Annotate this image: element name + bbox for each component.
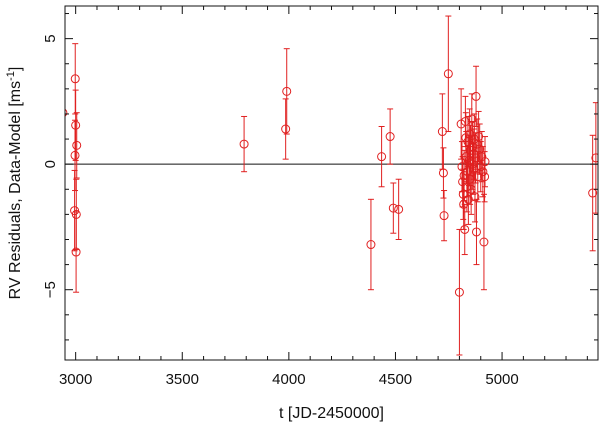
point-marker — [70, 74, 80, 84]
point-marker — [471, 91, 481, 101]
point-marker — [471, 227, 481, 237]
point-marker — [388, 203, 398, 213]
point-marker — [72, 140, 82, 150]
point-marker — [463, 194, 473, 204]
y-axis-title-end: ] — [7, 67, 24, 71]
data-point — [394, 178, 404, 240]
point-marker — [65, 108, 68, 117]
x-axis-title: t [JD-2450000] — [279, 405, 384, 422]
data-point — [471, 65, 481, 128]
point-marker — [394, 204, 404, 214]
data-point — [479, 193, 489, 291]
data-point — [460, 203, 470, 256]
point-marker — [282, 86, 292, 96]
point-marker — [377, 152, 387, 162]
y-axis-title: RV Residuals, Data-Model [ms-1] — [5, 67, 24, 300]
y-tick-label: 0 — [42, 160, 59, 168]
x-tick-label: 5000 — [485, 371, 518, 388]
point-marker — [480, 157, 490, 167]
axis-ticks: 3000 3500 4000 4500 5000 −5 0 5 — [42, 6, 598, 388]
data-point — [239, 115, 249, 173]
data-point — [438, 147, 448, 199]
x-tick-label: 4000 — [272, 371, 305, 388]
point-marker — [439, 211, 449, 221]
y-tick-label: 5 — [42, 34, 59, 42]
x-tick-label: 4500 — [379, 371, 412, 388]
point-marker — [443, 69, 453, 79]
data-point — [366, 198, 376, 291]
point-marker — [70, 150, 80, 160]
point-marker — [478, 167, 488, 177]
point-marker — [366, 240, 376, 250]
data-point — [480, 136, 490, 188]
data-point — [473, 151, 483, 203]
plot-frame — [64, 5, 599, 361]
point-marker — [71, 120, 81, 130]
point-marker — [281, 124, 291, 134]
point-marker — [588, 188, 598, 198]
point-marker — [438, 168, 448, 178]
y-axis-title-superscript: -1 — [5, 71, 17, 81]
data-point — [454, 228, 464, 356]
data-points — [65, 15, 598, 356]
data-point — [443, 15, 453, 133]
point-marker — [239, 139, 249, 149]
point-marker — [460, 224, 470, 234]
data-point — [71, 178, 81, 251]
data-point — [72, 112, 82, 179]
point-marker — [591, 153, 598, 163]
data-point — [281, 98, 291, 160]
data-point — [71, 89, 81, 161]
point-marker — [477, 152, 487, 162]
data-point — [385, 108, 395, 165]
point-marker — [479, 237, 489, 247]
y-tick-label: −5 — [42, 281, 59, 298]
data-point — [377, 126, 387, 188]
point-marker — [470, 192, 480, 202]
point-marker — [454, 287, 464, 297]
x-tick-label: 3500 — [166, 371, 199, 388]
y-axis-title-main: RV Residuals, Data-Model [ms — [7, 81, 24, 299]
point-marker — [385, 132, 395, 142]
data-point — [282, 48, 292, 135]
data-point — [471, 198, 481, 266]
data-point — [439, 190, 449, 242]
data-point — [588, 134, 598, 252]
data-point — [70, 119, 80, 192]
point-marker — [71, 209, 81, 219]
data-point — [388, 182, 398, 234]
data-point — [65, 108, 68, 117]
x-tick-label: 3000 — [59, 371, 92, 388]
data-point — [437, 93, 447, 170]
data-point — [456, 88, 466, 160]
